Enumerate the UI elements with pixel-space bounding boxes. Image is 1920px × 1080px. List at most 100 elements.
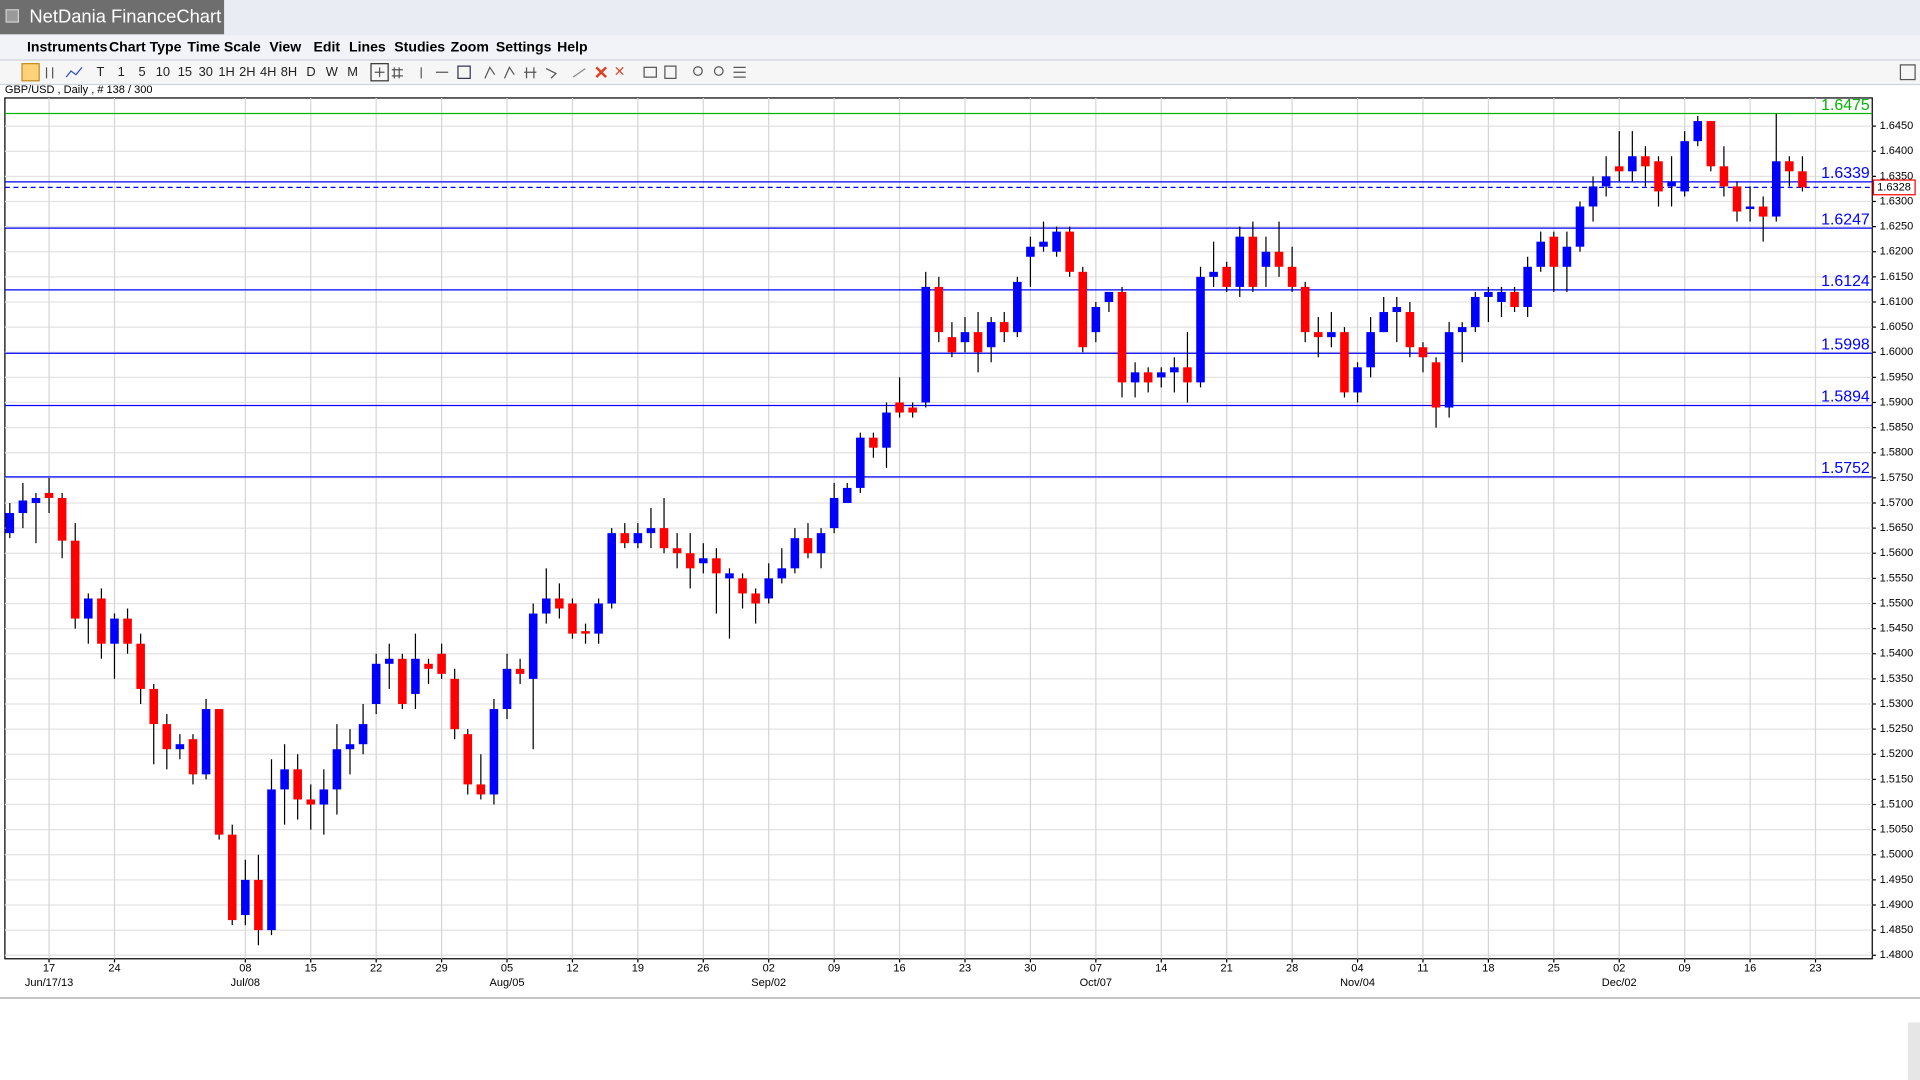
menu-item[interactable]: Zoom (451, 38, 489, 54)
candle-body (1745, 206, 1755, 210)
y-tick-label: 1.5300 (1880, 698, 1914, 710)
candle-body (528, 613, 538, 679)
y-tick-label: 1.6300 (1880, 195, 1914, 207)
icon-button[interactable] (524, 67, 537, 79)
candles (5, 113, 1807, 946)
icon-button[interactable] (45, 67, 54, 79)
candle-body (371, 663, 381, 704)
candle-body (149, 688, 159, 725)
x-tick-label: 22 (370, 962, 382, 974)
menu-item[interactable]: Lines (349, 38, 386, 54)
candle-body (1117, 291, 1127, 383)
timeframe-button[interactable]: 1 (118, 64, 125, 79)
timeframe-button[interactable]: 5 (138, 64, 145, 79)
timeframe-button[interactable]: 4H (260, 64, 276, 79)
icon-button[interactable] (572, 68, 586, 78)
y-tick-label: 1.5900 (1880, 396, 1914, 408)
timeframe-button[interactable]: 15 (178, 64, 192, 79)
y-tick-label: 1.4850 (1880, 924, 1914, 936)
y-tick-label: 1.5850 (1880, 422, 1914, 434)
candle-body (1327, 332, 1336, 338)
icon-button[interactable] (664, 65, 677, 79)
candle-body (175, 744, 185, 750)
candle-body (110, 618, 119, 644)
y-tick-label: 1.5750 (1880, 472, 1914, 484)
timeframe-button[interactable]: 30 (199, 64, 213, 79)
candle-body (1039, 241, 1048, 247)
icon-button[interactable] (484, 66, 496, 79)
icon-button[interactable] (643, 66, 657, 78)
candle-body (136, 643, 145, 689)
candle-body (515, 668, 525, 674)
y-tick-label: 1.5600 (1880, 547, 1914, 559)
icon-button[interactable] (713, 66, 724, 76)
menu-item[interactable]: Time Scale (187, 38, 260, 54)
x-period-label: Nov/04 (1340, 977, 1375, 989)
y-tick-label: 1.5150 (1880, 773, 1914, 785)
timeframe-button[interactable]: 2H (239, 64, 255, 79)
candle-body (672, 548, 682, 554)
candle-body (1549, 236, 1559, 267)
timeframe-button[interactable]: W (326, 64, 339, 79)
icon-button[interactable] (391, 67, 403, 79)
menu-item[interactable]: Help (557, 38, 588, 54)
candle-body (712, 558, 721, 574)
timeframe-button[interactable]: M (347, 64, 358, 79)
timeframe-button[interactable]: D (306, 64, 315, 79)
menu-item[interactable]: Chart Type (109, 38, 182, 54)
menu-item[interactable]: Instruments (27, 38, 108, 54)
candle-body (699, 558, 708, 564)
icon-button[interactable] (693, 66, 703, 76)
icon-button[interactable] (615, 66, 624, 76)
icon-button[interactable] (1899, 64, 1916, 81)
x-tick-label: 16 (893, 962, 905, 974)
icon-button[interactable] (503, 66, 515, 79)
icon-button[interactable] (65, 66, 83, 78)
candle-body (1719, 166, 1729, 187)
x-tick-label: 17 (43, 962, 55, 974)
candle-body (777, 568, 787, 579)
candle-body (1353, 367, 1362, 393)
icon-button[interactable] (374, 67, 385, 78)
icon-button[interactable] (545, 68, 557, 79)
toolbar (0, 60, 1920, 85)
level-label: 1.5998 (1821, 336, 1870, 353)
candle-body (1614, 166, 1624, 172)
x-tick-label: 05 (501, 962, 513, 974)
y-tick-label: 1.6350 (1880, 170, 1914, 182)
candle-body (411, 658, 420, 694)
icon-button[interactable] (21, 63, 40, 82)
candle-body (1457, 327, 1467, 333)
icon-button[interactable] (733, 66, 746, 78)
candle-body (1575, 206, 1585, 247)
candle-body (476, 784, 486, 795)
bottom-pane (0, 997, 1920, 1080)
candle-body (1261, 251, 1271, 267)
candle-body (1771, 161, 1781, 217)
candle-body (450, 678, 459, 730)
y-tick-label: 1.4950 (1880, 874, 1914, 886)
x-tick-label: 25 (1548, 962, 1560, 974)
candle-body (5, 513, 15, 534)
timeframe-button[interactable]: 8H (281, 64, 297, 79)
candle-body (44, 492, 54, 498)
menu-item[interactable]: Settings (496, 38, 552, 54)
candle-body (1654, 161, 1663, 192)
candle-body (1183, 367, 1192, 383)
menu-item[interactable]: Studies (394, 38, 445, 54)
menu-item[interactable]: View (269, 38, 301, 54)
timeframe-button[interactable]: 10 (156, 64, 170, 79)
candle-body (568, 603, 577, 634)
candle-body (214, 709, 224, 835)
candle-body (1340, 332, 1349, 393)
icon-button[interactable] (595, 66, 607, 79)
y-tick-label: 1.6200 (1880, 246, 1914, 258)
candle-body (293, 769, 302, 800)
icon-button[interactable] (457, 65, 471, 79)
icon-button[interactable] (370, 63, 389, 82)
menu-item[interactable]: Edit (313, 38, 340, 54)
timeframe-button[interactable]: T (96, 64, 104, 79)
timeframe-button[interactable]: 1H (218, 64, 234, 79)
candle-body (973, 332, 983, 353)
scrollbar[interactable] (1907, 1022, 1920, 1080)
